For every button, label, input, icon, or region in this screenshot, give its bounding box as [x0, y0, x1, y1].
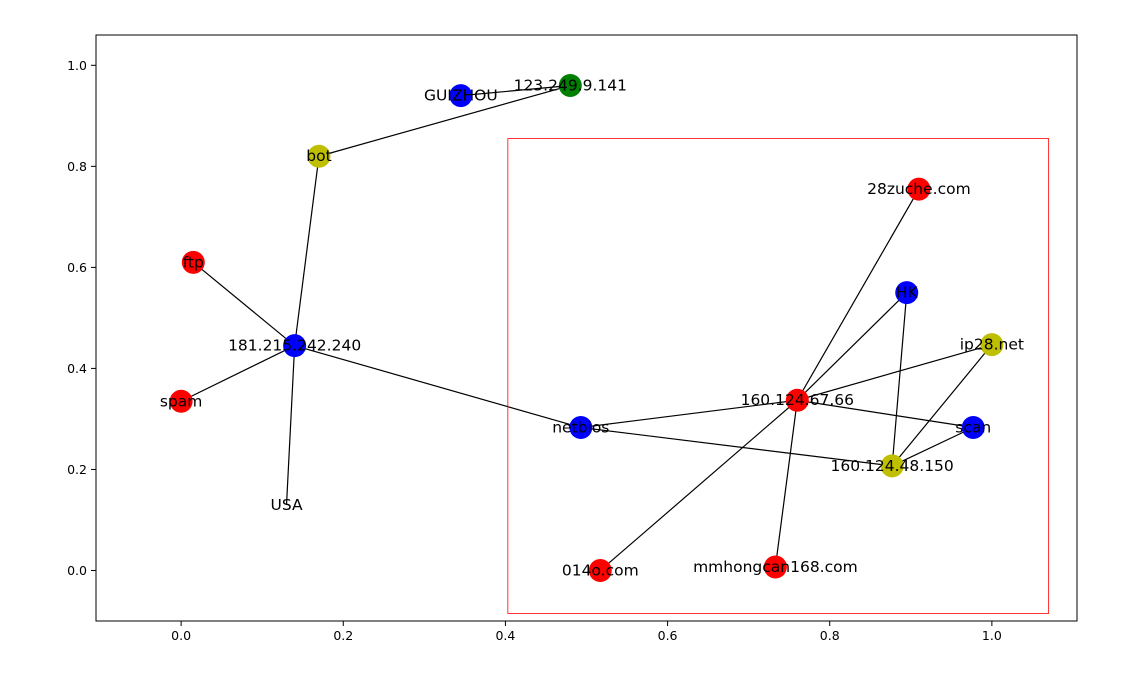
edges-layer: [180, 84, 993, 571]
node-ftp[interactable]: [181, 250, 205, 274]
x-tick-label: 1.0: [982, 628, 1002, 643]
nodes-layer: [169, 74, 1004, 582]
highlight-region-layer: [507, 138, 1050, 614]
node-181-215-242-240[interactable]: [283, 334, 307, 358]
x-tick-label: 0.4: [495, 628, 515, 643]
node-label-bot: bot: [306, 147, 331, 165]
node-label-netbios: netbios: [552, 419, 609, 437]
x-tick-label: 0.2: [333, 628, 353, 643]
node-scan[interactable]: [961, 416, 985, 440]
edge-guizhou-to-123-249-9-141: [460, 84, 571, 97]
y-tick-label: 0.0: [67, 563, 87, 578]
y-tick-label: 0.4: [67, 361, 87, 376]
node-label-014o-com: 014o.com: [562, 561, 639, 579]
node-160-124-67-66[interactable]: [785, 388, 809, 412]
y-tick-label: 0.2: [67, 462, 87, 477]
node-guizhou[interactable]: [449, 84, 473, 108]
edge-181-215-242-240-to-netbios: [294, 345, 581, 429]
x-axis-ticks: 0.0 0.2 0.4 0.6 0.8 1.0: [171, 621, 1002, 643]
x-tick-label: 0.8: [820, 628, 840, 643]
node-label-ip28-net: ip28.net: [960, 336, 1024, 354]
node-label-scan: scan: [955, 419, 991, 437]
edge-scan-to-160-124-48-150: [891, 426, 974, 467]
node-123-249-9-141[interactable]: [558, 74, 582, 98]
y-tick-label: 0.8: [67, 159, 87, 174]
edge-160-124-67-66-to-28zuche-com: [796, 188, 920, 401]
node-label-usa: USA: [270, 496, 302, 514]
node-hk[interactable]: [895, 281, 919, 305]
node-label-hk: HK: [896, 284, 919, 302]
node-mmhongcan168-com[interactable]: [763, 555, 787, 579]
edge-bot-to-181-215-242-240: [294, 156, 320, 346]
edge-160-124-67-66-to-mmhongcan168-com: [774, 400, 798, 568]
highlight-region-box: [507, 138, 1050, 614]
edge-spam-to-181-215-242-240: [180, 345, 295, 402]
node-bot[interactable]: [307, 144, 331, 168]
y-tick-label: 0.6: [67, 260, 87, 275]
node-label-160-124-67-66: 160.124.67.66: [741, 391, 854, 409]
y-axis-ticks: 0.0 0.2 0.4 0.6 0.8 1.0: [67, 58, 96, 578]
node-014o-com[interactable]: [588, 558, 612, 582]
edge-ftp-to-181-215-242-240: [192, 261, 296, 347]
edge-usa-to-181-215-242-240: [285, 345, 296, 505]
node-28zuche-com[interactable]: [907, 177, 931, 201]
edge-160-124-67-66-to-ip28-net: [797, 344, 993, 401]
node-ip28-net[interactable]: [980, 333, 1004, 357]
node-label-181-215-242-240: 181.215.242.240: [228, 337, 361, 355]
axes-frame: [95, 34, 1078, 622]
edge-160-124-67-66-to-hk: [796, 292, 908, 401]
node-netbios[interactable]: [569, 416, 593, 440]
edge-ip28-net-to-160-124-48-150: [891, 344, 993, 467]
node-label-ftp: ftp: [183, 253, 204, 271]
x-tick-label: 0.0: [171, 628, 191, 643]
edge-bot-to-123-249-9-141: [318, 84, 571, 157]
node-labels-layer: 123.249.9.141 GUIZHOU bot ftp 181.215.242.24…: [160, 77, 1024, 580]
node-label-spam: spam: [160, 392, 203, 410]
node-160-124-48-150[interactable]: [880, 454, 904, 478]
node-label-28zuche-com: 28zuche.com: [867, 180, 971, 198]
node-label-123-249-9-141: 123.249.9.141: [514, 77, 627, 95]
edge-netbios-to-160-124-48-150: [580, 426, 893, 467]
node-spam[interactable]: [169, 389, 193, 413]
node-label-guizhou: GUIZHOU: [424, 87, 498, 105]
x-tick-label: 0.6: [658, 628, 678, 643]
edge-netbios-to-160-124-67-66: [580, 399, 798, 429]
y-tick-label: 1.0: [67, 58, 87, 73]
edge-160-124-67-66-to-014o-com: [599, 399, 798, 571]
node-label-mmhongcan168-com: mmhongcan168.com: [693, 558, 858, 576]
edge-160-124-67-66-to-scan: [797, 399, 974, 429]
node-label-160-124-48-150: 160.124.48.150: [831, 457, 954, 475]
edge-hk-to-160-124-48-150: [891, 292, 908, 466]
